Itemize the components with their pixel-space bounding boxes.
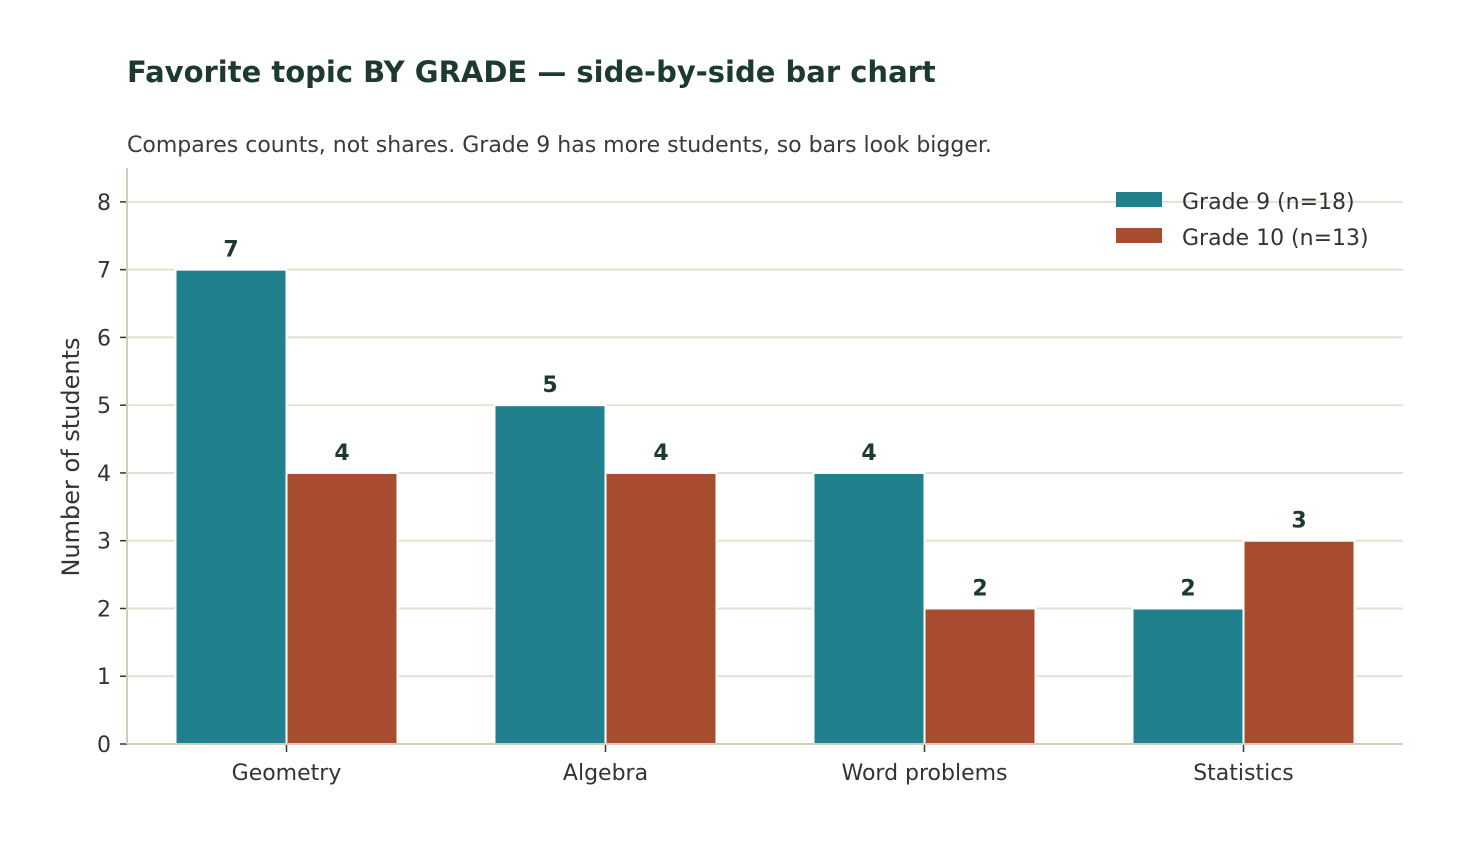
- x-tick-label: Geometry: [232, 761, 342, 786]
- bar-value-label: 4: [334, 441, 349, 466]
- legend-swatch: [1116, 192, 1162, 207]
- y-tick-label: 7: [97, 259, 111, 284]
- x-tick-label: Word problems: [841, 761, 1007, 786]
- bar-grade10: [285, 471, 399, 745]
- bar-grade9: [812, 471, 926, 745]
- y-tick-label: 3: [97, 530, 111, 555]
- bar-grade10: [604, 471, 718, 745]
- y-axis-label: Number of students: [57, 337, 85, 576]
- y-tick-label: 5: [97, 394, 111, 419]
- y-tick-label: 6: [97, 326, 111, 351]
- legend-label: Grade 9 (n=18): [1182, 190, 1355, 215]
- bar-grade10: [1242, 539, 1356, 745]
- bar-value-label: 4: [653, 441, 668, 466]
- bar-value-label: 3: [1291, 509, 1306, 534]
- axes: 0 1 2 3 4 5 6 7 8 Geometry Algebra Word problems Sta…: [97, 168, 1403, 786]
- y-tick-label: 2: [97, 597, 111, 622]
- bar-value-label: 2: [1180, 576, 1195, 601]
- bar-value-label: 4: [861, 441, 876, 466]
- y-tick-label: 8: [97, 191, 111, 216]
- data-labels: 7 4 5 4 4 2 2 3: [223, 238, 1306, 602]
- x-tick-label: Statistics: [1193, 761, 1294, 786]
- x-tick-label: Algebra: [563, 761, 648, 786]
- bar-value-label: 7: [223, 238, 238, 263]
- bar-grade10: [923, 607, 1037, 745]
- bar-value-label: 5: [542, 373, 557, 398]
- y-tick-label: 1: [97, 665, 111, 690]
- bar-value-label: 2: [972, 576, 987, 601]
- legend-label: Grade 10 (n=13): [1182, 226, 1369, 251]
- bar-grade9: [174, 268, 288, 745]
- legend: Grade 9 (n=18) Grade 10 (n=13): [1116, 190, 1369, 251]
- y-tick-label: 4: [97, 462, 111, 487]
- legend-swatch: [1116, 228, 1162, 243]
- y-tick-label: 0: [97, 733, 111, 758]
- bar-grade9: [1131, 607, 1245, 745]
- bars: [174, 268, 1356, 745]
- chart-subtitle: Compares counts, not shares. Grade 9 has…: [127, 133, 992, 158]
- bar-grade9: [493, 404, 607, 745]
- chart-title: Favorite topic BY GRADE — side-by-side b…: [127, 55, 936, 89]
